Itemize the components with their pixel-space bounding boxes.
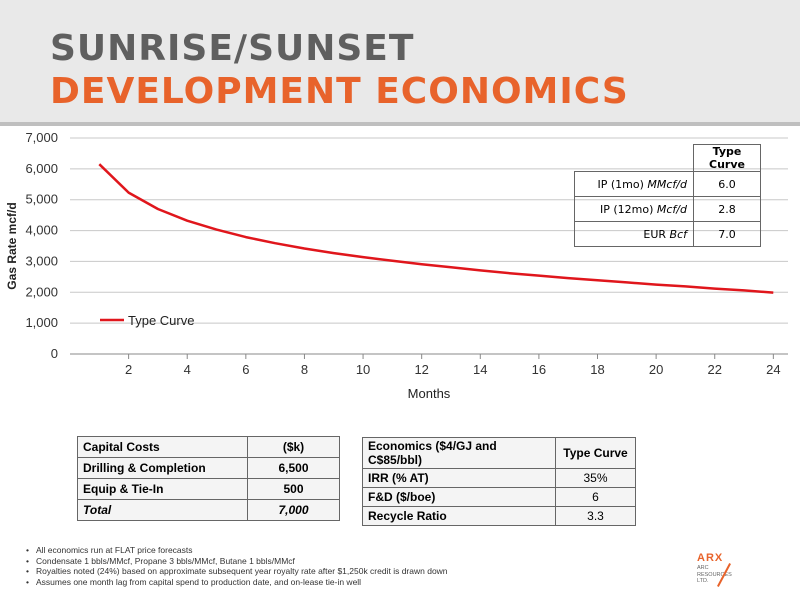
- footnote-item: • Condensate 1 bbls/MMcf, Propane 3 bbls/…: [26, 556, 666, 567]
- legend-label-type-curve: Type Curve: [128, 313, 194, 328]
- x-tick-label: 4: [184, 362, 191, 377]
- capital-costs-table: Capital Costs ($k) Drilling & Completion…: [77, 436, 340, 521]
- table-row-total: Total 7,000: [77, 499, 340, 521]
- ip12-unit: Mcf/d: [656, 202, 687, 216]
- y-tick-label: 5,000: [25, 192, 58, 207]
- table-row-label: IP (12mo) Mcf/d: [574, 196, 694, 222]
- footnote-text: Condensate 1 bbls/MMcf, Propane 3 bbls/M…: [36, 555, 295, 566]
- y-tick-label: 2,000: [25, 284, 58, 299]
- bullet-icon: •: [26, 555, 29, 566]
- table-row: Equip & Tie-In 500: [77, 478, 340, 500]
- bullet-icon: •: [26, 545, 29, 555]
- table-row: IRR (% AT) 35%: [362, 468, 636, 488]
- table-row: Drilling & Completion 6,500: [77, 457, 340, 479]
- footnote-item: • Assumes one month lag from capital spen…: [26, 577, 666, 588]
- footnote-text: All economics run at FLAT price forecast…: [36, 545, 193, 555]
- y-tick-label: 3,000: [25, 253, 58, 268]
- x-tick-label: 10: [356, 362, 370, 377]
- ip1-label: IP (1mo): [597, 177, 644, 191]
- ip1-unit: MMcf/d: [647, 177, 687, 191]
- table-header-row: Type Curve: [574, 144, 761, 172]
- bullet-icon: •: [26, 566, 29, 576]
- irr-value: 35%: [555, 468, 636, 488]
- recycle-value: 3.3: [555, 506, 636, 526]
- y-axis-title: Gas Rate mcf/d: [5, 202, 19, 289]
- x-tick-label: 18: [590, 362, 604, 377]
- capital-costs-unit-header: ($k): [247, 436, 340, 458]
- table-row: Recycle Ratio 3.3: [362, 506, 636, 526]
- y-tick-label: 6,000: [25, 161, 58, 176]
- y-tick-label: 7,000: [25, 130, 58, 145]
- x-tick-label: 6: [242, 362, 249, 377]
- logo-name: ARX: [697, 552, 724, 564]
- series-line-type-curve: [98, 163, 774, 294]
- title-divider: [0, 122, 800, 126]
- x-tick-label: 24: [766, 362, 780, 377]
- x-tick-label: 16: [532, 362, 546, 377]
- ip1-value: 6.0: [693, 171, 761, 197]
- table-cell-blank: [574, 144, 694, 172]
- footnote-item: • All economics run at FLAT price forecas…: [26, 545, 666, 556]
- x-tick-label: 8: [301, 362, 308, 377]
- footnotes: • All economics run at FLAT price forecas…: [26, 545, 666, 587]
- arx-logo: ARX ARC RESOURCES LTD.: [697, 552, 745, 590]
- total-label: Total: [77, 499, 248, 521]
- table-row: F&D ($/boe) 6: [362, 487, 636, 507]
- table-row-label: IP (1mo) MMcf/d: [574, 171, 694, 197]
- logo-subtitle: ARC RESOURCES LTD.: [697, 565, 732, 584]
- chart-series: [98, 163, 774, 294]
- irr-label: IRR (% AT): [362, 468, 556, 488]
- drilling-label: Drilling & Completion: [77, 457, 248, 479]
- recycle-label: Recycle Ratio: [362, 506, 556, 526]
- economics-header: Economics ($4/GJ and C$85/bbl): [362, 437, 556, 469]
- x-axis-title: Months: [408, 386, 451, 401]
- table-row: IP (1mo) MMcf/d 6.0: [574, 171, 761, 197]
- table-header-type-curve: Type Curve: [693, 144, 761, 172]
- table-header-row: Capital Costs ($k): [77, 436, 340, 458]
- y-tick-label: 0: [51, 346, 58, 361]
- x-tick-label: 2: [125, 362, 132, 377]
- y-tick-label: 1,000: [25, 315, 58, 330]
- x-tick-label: 22: [708, 362, 722, 377]
- table-row: IP (12mo) Mcf/d 2.8: [574, 196, 761, 222]
- page-title-line1: SUNRISE/SUNSET: [50, 28, 415, 69]
- y-tick-label: 4,000: [25, 223, 58, 238]
- equip-label: Equip & Tie-In: [77, 478, 248, 500]
- economics-table: Economics ($4/GJ and C$85/bbl) Type Curv…: [362, 437, 636, 526]
- equip-value: 500: [247, 478, 340, 500]
- bullet-icon: •: [26, 576, 29, 587]
- drilling-value: 6,500: [247, 457, 340, 479]
- total-value: 7,000: [247, 499, 340, 521]
- fd-label: F&D ($/boe): [362, 487, 556, 507]
- table-row: EUR Bcf 7.0: [574, 221, 761, 247]
- title-banner: SUNRISE/SUNSET DEVELOPMENT ECONOMICS: [0, 0, 800, 122]
- footnote-text: Assumes one month lag from capital spend…: [36, 576, 362, 587]
- x-tick-label: 12: [414, 362, 428, 377]
- chart-legend: Type Curve: [100, 313, 194, 328]
- table-row-label: EUR Bcf: [574, 221, 694, 247]
- capital-costs-header: Capital Costs: [77, 436, 248, 458]
- x-tick-label: 14: [473, 362, 487, 377]
- fd-value: 6: [555, 487, 636, 507]
- eur-label: EUR: [643, 227, 667, 241]
- eur-value: 7.0: [693, 221, 761, 247]
- table-header-row: Economics ($4/GJ and C$85/bbl) Type Curv…: [362, 437, 636, 469]
- type-curve-table: Type Curve IP (1mo) MMcf/d 6.0 IP (12mo)…: [574, 144, 761, 247]
- ip12-label: IP (12mo): [599, 202, 654, 216]
- ip12-value: 2.8: [693, 196, 761, 222]
- x-tick-label: 20: [649, 362, 663, 377]
- footnote-item: • Royalties noted (24%) based on approxim…: [26, 566, 666, 577]
- page-title-line2: DEVELOPMENT ECONOMICS: [50, 71, 629, 112]
- eur-unit: Bcf: [669, 227, 687, 241]
- economics-col-header: Type Curve: [555, 437, 636, 469]
- footnote-text: Royalties noted (24%) based on approxima…: [36, 566, 448, 576]
